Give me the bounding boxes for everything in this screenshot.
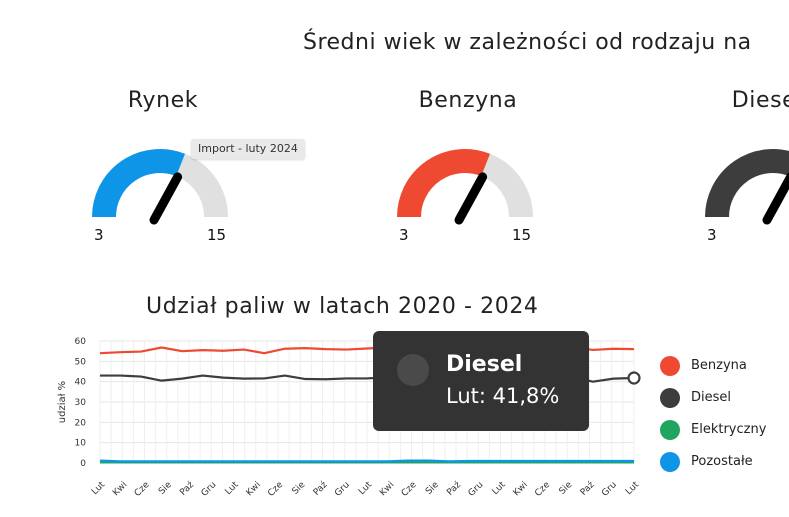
gauge-fill [92, 149, 186, 218]
x-tick-label: Paź [178, 480, 196, 498]
gauge-tooltip: Import - luty 2024 [191, 139, 305, 159]
gauge-title: Rynek [127, 88, 199, 113]
x-tick-label: Cze [133, 480, 152, 499]
y-axis-label: udział % [57, 381, 68, 423]
page-title: Średni wiek w zależności od rodzaju na [303, 30, 752, 55]
chart-title: Udział paliw w latach 2020 - 2024 [146, 294, 539, 319]
gauge-dial [397, 149, 533, 225]
x-tick-label: Kwi [378, 480, 396, 498]
gauge-needle [762, 172, 789, 225]
series-line-pozostałe [99, 459, 634, 463]
gauge-min-label: 3 [94, 226, 104, 244]
gauge-dial [92, 149, 228, 225]
gauge-benzyna[interactable]: Benzyna 3 15 [378, 88, 558, 258]
x-tick-label: Cze [533, 480, 552, 499]
gauge-max-label: 15 [512, 226, 532, 244]
x-tick-label: Lut [90, 480, 107, 497]
x-tick-label: Kwi [111, 480, 129, 498]
gauge-title: Benzyna [418, 88, 518, 113]
y-tick-label: 30 [75, 398, 87, 408]
x-tick-label: Lut [624, 480, 641, 497]
x-tick-label: Cze [266, 480, 285, 499]
gauge-rynek[interactable]: Rynek 3 15 [73, 88, 253, 258]
y-tick-label: 50 [75, 357, 87, 367]
x-tick-label: Paź [445, 480, 463, 498]
x-tick-label: Gru [200, 480, 219, 499]
tooltip-value: Lut: 41,8% [446, 384, 560, 408]
gauge-track [480, 153, 533, 218]
x-tick-label: Lut [491, 480, 508, 497]
gauge-diesel[interactable]: Diese 3 [686, 88, 789, 258]
legend-swatch [660, 388, 680, 408]
x-tick-label: Paź [312, 480, 330, 498]
x-tick-label: Kwi [512, 480, 530, 498]
gauge-fill [397, 149, 491, 218]
y-tick-label: 60 [75, 337, 87, 347]
gauge-min-label: 3 [707, 226, 717, 244]
x-tick-label: Lut [357, 480, 374, 497]
legend-swatch [660, 452, 680, 472]
gauge-needle [149, 172, 183, 225]
x-tick-label: Sie [558, 480, 575, 497]
gauge-fill [705, 149, 789, 218]
gauge-title: Diese [731, 88, 789, 113]
x-tick-label: Cze [400, 480, 419, 499]
x-tick-label: Sie [157, 480, 174, 497]
legend-swatch [660, 420, 680, 440]
gauge-needle [454, 172, 488, 225]
gauge-dial [705, 149, 789, 225]
chart-tooltip: Diesel Lut: 41,8% [373, 331, 589, 431]
tooltip-series-marker [397, 354, 429, 386]
legend-label: Elektryczny [691, 422, 767, 437]
tooltip-series-name: Diesel [446, 352, 523, 377]
x-tick-label: Sie [291, 480, 308, 497]
legend-label: Diesel [691, 390, 732, 405]
y-tick-label: 40 [75, 378, 87, 388]
x-tick-label: Paź [579, 480, 597, 498]
x-tick-label: Lut [224, 480, 241, 497]
legend-swatch [660, 356, 680, 376]
gauge-track [175, 153, 228, 218]
x-tick-label: Gru [600, 480, 619, 499]
x-tick-label: Sie [424, 480, 441, 497]
legend-label: Pozostałe [691, 454, 753, 469]
hover-point-marker [627, 371, 641, 385]
y-tick-label: 20 [75, 418, 87, 428]
legend-label: Benzyna [691, 358, 747, 373]
x-tick-label: Gru [467, 480, 486, 499]
x-tick-label: Kwi [245, 480, 263, 498]
gauge-min-label: 3 [399, 226, 409, 244]
gauge-max-label: 15 [207, 226, 227, 244]
y-tick-label: 10 [75, 439, 87, 449]
x-tick-label: Gru [333, 480, 352, 499]
y-tick-label: 0 [80, 459, 86, 469]
